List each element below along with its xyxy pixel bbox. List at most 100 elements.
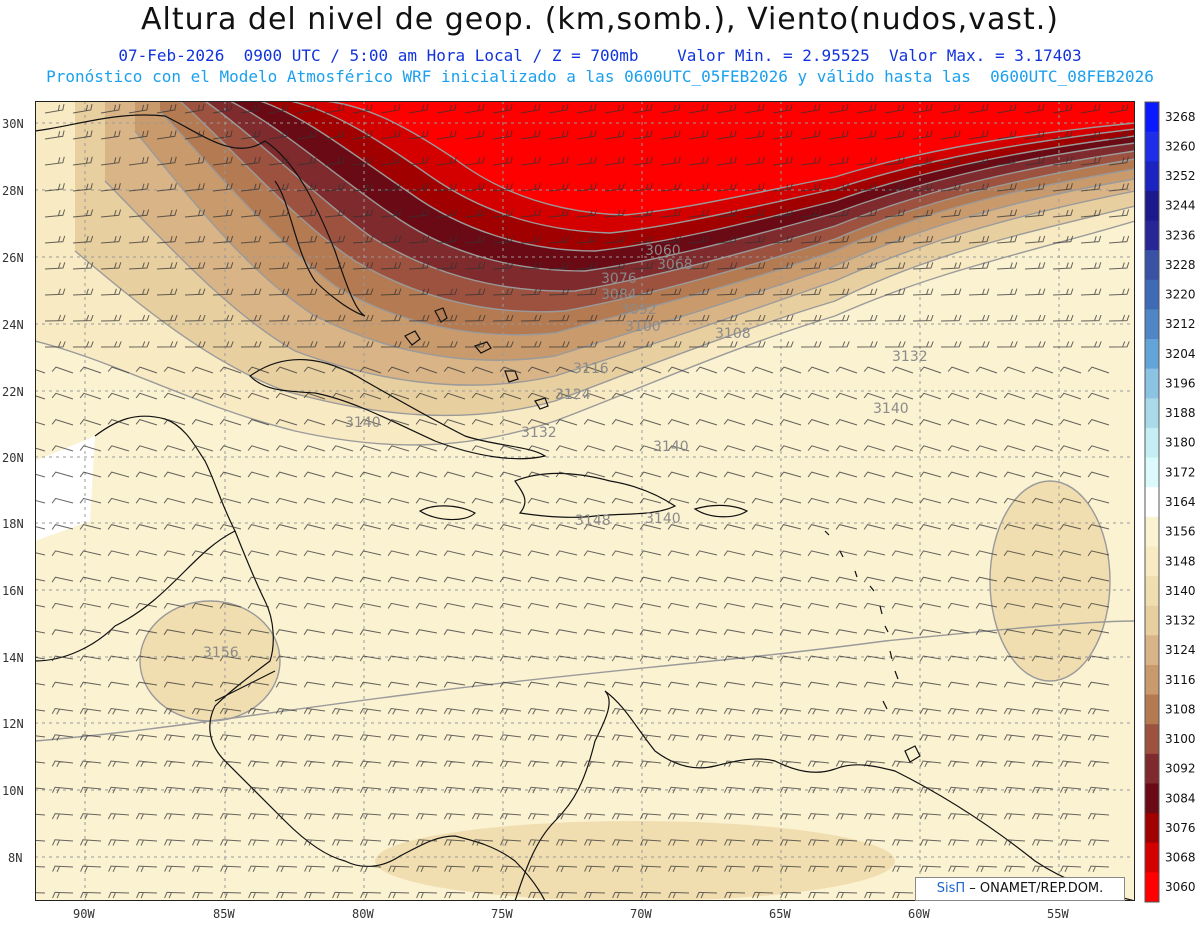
wind-barb [1003, 471, 1026, 478]
wind-barb [247, 602, 270, 609]
wind-barb [1052, 183, 1073, 192]
wind-barb [51, 681, 74, 688]
wind-barb [856, 156, 877, 166]
wind-barb [1031, 629, 1054, 636]
wind-barb [443, 734, 466, 741]
wind-barb [135, 524, 158, 530]
colorbar: 3268 3260 3252 3244 3236 3228 3220 3212 3204 3196… [1144, 101, 1196, 903]
wind-barb [443, 524, 466, 530]
wind-barb [268, 235, 290, 244]
wind-barb [912, 288, 934, 296]
wind-barb [660, 209, 682, 218]
wind-barb [247, 734, 270, 741]
wind-barb [772, 288, 794, 296]
wind-barb [303, 445, 326, 452]
wind-barb [667, 707, 690, 715]
wind-barb [219, 734, 242, 741]
wind-barb [212, 314, 234, 322]
wind-barb [331, 655, 354, 662]
contour-label-3076: 3076 [601, 271, 637, 287]
wind-barb [324, 288, 346, 296]
wind-barb [752, 865, 774, 872]
wind-barb [996, 156, 1017, 166]
wind-barb [268, 130, 289, 140]
wind-barb [555, 681, 578, 688]
wind-barb [191, 707, 214, 715]
wind-barb [891, 419, 914, 426]
wind-barb [891, 471, 914, 478]
wind-barb [863, 550, 886, 557]
wind-barb [584, 891, 606, 899]
wind-barb [156, 235, 178, 244]
wind-barb [331, 524, 354, 530]
colorbar-label: 3268 [1165, 110, 1196, 124]
wind-barb [1087, 655, 1110, 662]
wind-barb [276, 839, 298, 846]
wind-barb [184, 209, 206, 218]
wind-barb [611, 445, 634, 452]
wind-barb [184, 341, 206, 348]
wind-barb [891, 366, 914, 374]
wind-barb [135, 419, 158, 426]
wind-barb [359, 524, 382, 530]
wind-barb [240, 235, 262, 244]
wind-barb [408, 314, 430, 322]
wind-barb [240, 156, 261, 166]
wind-barb [79, 681, 102, 688]
wind-barb [779, 392, 802, 400]
colorbar-swatch [1145, 516, 1159, 547]
wind-barb [443, 366, 466, 374]
wind-barb [807, 760, 830, 768]
wind-barb [72, 183, 93, 192]
wind-barb [136, 839, 158, 846]
wind-barb [220, 839, 242, 846]
wind-barb [639, 786, 662, 794]
wind-barb [107, 419, 130, 426]
wind-barb [1031, 445, 1054, 452]
wind-barb [1031, 734, 1054, 741]
wind-barb [247, 655, 270, 662]
wind-barb [975, 366, 998, 374]
wind-barb [380, 183, 401, 192]
wind-barb [35, 656, 46, 660]
wind-barb [324, 341, 346, 348]
wind-barb [892, 891, 914, 899]
colorbar-label: 3252 [1165, 169, 1196, 183]
wind-barb [863, 497, 886, 504]
wind-barb [996, 314, 1018, 322]
wind-barb [500, 839, 522, 846]
wind-barb [891, 629, 914, 636]
wind-barb [863, 419, 886, 426]
wind-barb [723, 813, 746, 820]
wind-barb [388, 865, 410, 872]
wind-barb [44, 104, 65, 114]
wind-barb [219, 629, 242, 636]
colorbar-swatch [1145, 368, 1159, 399]
wind-barb [583, 550, 606, 557]
wind-barb [443, 602, 466, 609]
wind-barb [856, 341, 878, 348]
wind-barb [268, 341, 290, 348]
wind-barb [219, 576, 242, 583]
wind-barb [695, 550, 718, 557]
wind-barb [779, 471, 802, 478]
wind-barb [527, 602, 550, 609]
wind-barb [79, 366, 102, 374]
wind-barb [436, 209, 458, 218]
wind-barb [247, 681, 270, 688]
wind-barb [52, 891, 74, 899]
wind-barb [1087, 471, 1110, 478]
wind-barb [527, 471, 550, 478]
wind-barb [968, 156, 989, 166]
wind-barb [212, 183, 233, 192]
wind-barb [1087, 602, 1110, 609]
wind-barb [864, 891, 886, 899]
wind-barb [35, 578, 46, 582]
wind-barb [471, 602, 494, 609]
wind-barb [443, 813, 466, 820]
wind-barb [35, 761, 46, 764]
wind-barb [359, 734, 382, 741]
wind-barb [800, 209, 822, 218]
wind-barb [556, 839, 578, 846]
wind-barb [723, 786, 746, 794]
